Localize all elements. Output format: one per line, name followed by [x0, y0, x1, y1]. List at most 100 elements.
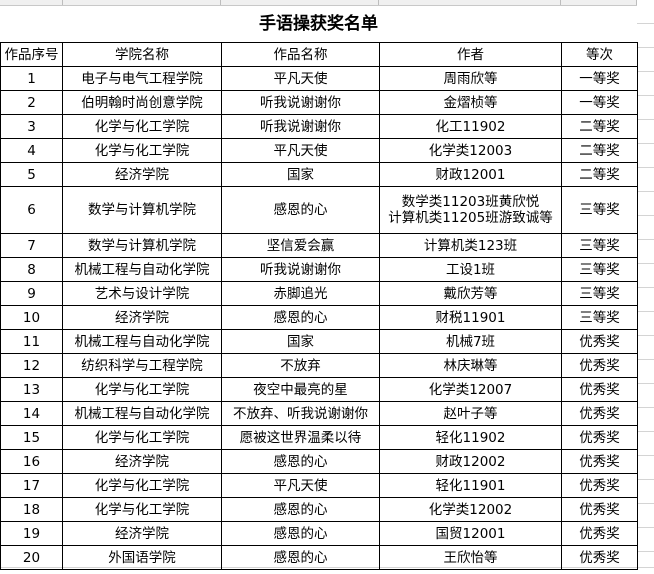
- cell-work[interactable]: 愿被这世界温柔以待: [221, 425, 380, 450]
- cell-serial[interactable]: 15: [0, 425, 63, 450]
- cell-author[interactable]: 化学类12007: [379, 377, 562, 402]
- cell-college[interactable]: 机械工程与自动化学院: [62, 401, 222, 426]
- cell-author[interactable]: 财政12001: [379, 162, 562, 187]
- cell-work[interactable]: 不放弃、听我说谢谢你: [221, 401, 380, 426]
- cell-rank[interactable]: 三等奖: [561, 257, 638, 282]
- cell-author[interactable]: 计算机类123班: [379, 233, 562, 258]
- cell-author[interactable]: 戴欣芳等: [379, 281, 562, 306]
- cell-work[interactable]: 国家: [221, 329, 380, 354]
- cell-college[interactable]: 化学与化工学院: [62, 473, 222, 498]
- cell-work[interactable]: 听我说谢谢你: [221, 257, 380, 282]
- cell-rank[interactable]: 优秀奖: [561, 521, 638, 546]
- cell-serial[interactable]: 9: [0, 281, 63, 306]
- cell-college[interactable]: 艺术与设计学院: [62, 281, 222, 306]
- cell-rank[interactable]: 优秀奖: [561, 353, 638, 378]
- cell-serial[interactable]: 2: [0, 90, 63, 115]
- sheet-title[interactable]: 手语操获奖名单: [259, 14, 378, 34]
- cell-work[interactable]: 感恩的心: [221, 497, 380, 522]
- cell-college[interactable]: 外国语学院: [62, 545, 222, 570]
- cell-author[interactable]: 财政12002: [379, 449, 562, 474]
- cell-rank[interactable]: 优秀奖: [561, 377, 638, 402]
- cell-rank[interactable]: 二等奖: [561, 114, 638, 139]
- cell-serial[interactable]: 17: [0, 473, 63, 498]
- header-author[interactable]: 作者: [379, 42, 562, 67]
- cell-work[interactable]: 听我说谢谢你: [221, 114, 380, 139]
- cell-rank[interactable]: 优秀奖: [561, 425, 638, 450]
- cell-serial[interactable]: 20: [0, 545, 63, 570]
- cell-work[interactable]: 感恩的心: [221, 521, 380, 546]
- cell-author[interactable]: 工设1班: [379, 257, 562, 282]
- column-header-a[interactable]: [0, 0, 63, 5]
- cell-college[interactable]: 化学与化工学院: [62, 497, 222, 522]
- cell-serial[interactable]: 4: [0, 138, 63, 163]
- cell-college[interactable]: 化学与化工学院: [62, 114, 222, 139]
- cell-author[interactable]: 王欣怡等: [379, 545, 562, 570]
- cell-serial[interactable]: 13: [0, 377, 63, 402]
- column-header-e[interactable]: [561, 0, 637, 5]
- cell-work[interactable]: 夜空中最亮的星: [221, 377, 380, 402]
- cell-serial[interactable]: 14: [0, 401, 63, 426]
- cell-author[interactable]: 数学类11203班黄欣悦 计算机类11205班游致诚等: [379, 186, 562, 234]
- cell-college[interactable]: 化学与化工学院: [62, 425, 222, 450]
- column-header-b[interactable]: [62, 0, 221, 5]
- cell-author[interactable]: 财税11901: [379, 305, 562, 330]
- cell-college[interactable]: 机械工程与自动化学院: [62, 329, 222, 354]
- cell-serial[interactable]: 18: [0, 497, 63, 522]
- cell-work[interactable]: 感恩的心: [221, 186, 380, 234]
- cell-work[interactable]: 听我说谢谢你: [221, 90, 380, 115]
- cell-serial[interactable]: 1: [0, 66, 63, 91]
- cell-rank[interactable]: 一等奖: [561, 66, 638, 91]
- cell-rank[interactable]: 优秀奖: [561, 449, 638, 474]
- cell-serial[interactable]: 6: [0, 186, 63, 234]
- cell-college[interactable]: 经济学院: [62, 521, 222, 546]
- cell-serial[interactable]: 19: [0, 521, 63, 546]
- cell-rank[interactable]: 优秀奖: [561, 497, 638, 522]
- cell-college[interactable]: 经济学院: [62, 162, 222, 187]
- cell-serial[interactable]: 3: [0, 114, 63, 139]
- cell-work[interactable]: 感恩的心: [221, 545, 380, 570]
- cell-rank[interactable]: 一等奖: [561, 90, 638, 115]
- cell-college[interactable]: 伯明翰时尚创意学院: [62, 90, 222, 115]
- cell-work[interactable]: 感恩的心: [221, 449, 380, 474]
- cell-college[interactable]: 化学与化工学院: [62, 138, 222, 163]
- column-header-c[interactable]: [221, 0, 379, 5]
- cell-author[interactable]: 轻化11901: [379, 473, 562, 498]
- cell-author[interactable]: 金熠桢等: [379, 90, 562, 115]
- cell-author[interactable]: 轻化11902: [379, 425, 562, 450]
- column-header-d[interactable]: [379, 0, 561, 5]
- cell-rank[interactable]: 二等奖: [561, 138, 638, 163]
- cell-college[interactable]: 机械工程与自动化学院: [62, 257, 222, 282]
- cell-serial[interactable]: 12: [0, 353, 63, 378]
- cell-author[interactable]: 周雨欣等: [379, 66, 562, 91]
- cell-serial[interactable]: 8: [0, 257, 63, 282]
- cell-serial[interactable]: 10: [0, 305, 63, 330]
- cell-serial[interactable]: 11: [0, 329, 63, 354]
- cell-rank[interactable]: 三等奖: [561, 281, 638, 306]
- cell-author[interactable]: 林庆琳等: [379, 353, 562, 378]
- cell-serial[interactable]: 16: [0, 449, 63, 474]
- header-work[interactable]: 作品名称: [221, 42, 380, 67]
- cell-rank[interactable]: 优秀奖: [561, 545, 638, 570]
- cell-work[interactable]: 平凡天使: [221, 138, 380, 163]
- cell-serial[interactable]: 7: [0, 233, 63, 258]
- cell-college[interactable]: 数学与计算机学院: [62, 186, 222, 234]
- cell-college[interactable]: 经济学院: [62, 449, 222, 474]
- cell-author[interactable]: 赵叶子等: [379, 401, 562, 426]
- header-rank[interactable]: 等次: [561, 42, 638, 67]
- header-college[interactable]: 学院名称: [62, 42, 222, 67]
- cell-work[interactable]: 平凡天使: [221, 66, 380, 91]
- cell-work[interactable]: 国家: [221, 162, 380, 187]
- cell-work[interactable]: 坚信爱会赢: [221, 233, 380, 258]
- cell-rank[interactable]: 三等奖: [561, 233, 638, 258]
- cell-rank[interactable]: 三等奖: [561, 186, 638, 234]
- cell-work[interactable]: 平凡天使: [221, 473, 380, 498]
- header-serial[interactable]: 作品序号: [0, 42, 63, 67]
- cell-work[interactable]: 感恩的心: [221, 305, 380, 330]
- cell-rank[interactable]: 优秀奖: [561, 401, 638, 426]
- cell-author[interactable]: 机械7班: [379, 329, 562, 354]
- cell-author[interactable]: 化学类12003: [379, 138, 562, 163]
- cell-author[interactable]: 化学类12002: [379, 497, 562, 522]
- cell-author[interactable]: 国贸12001: [379, 521, 562, 546]
- cell-rank[interactable]: 三等奖: [561, 305, 638, 330]
- cell-college[interactable]: 纺织科学与工程学院: [62, 353, 222, 378]
